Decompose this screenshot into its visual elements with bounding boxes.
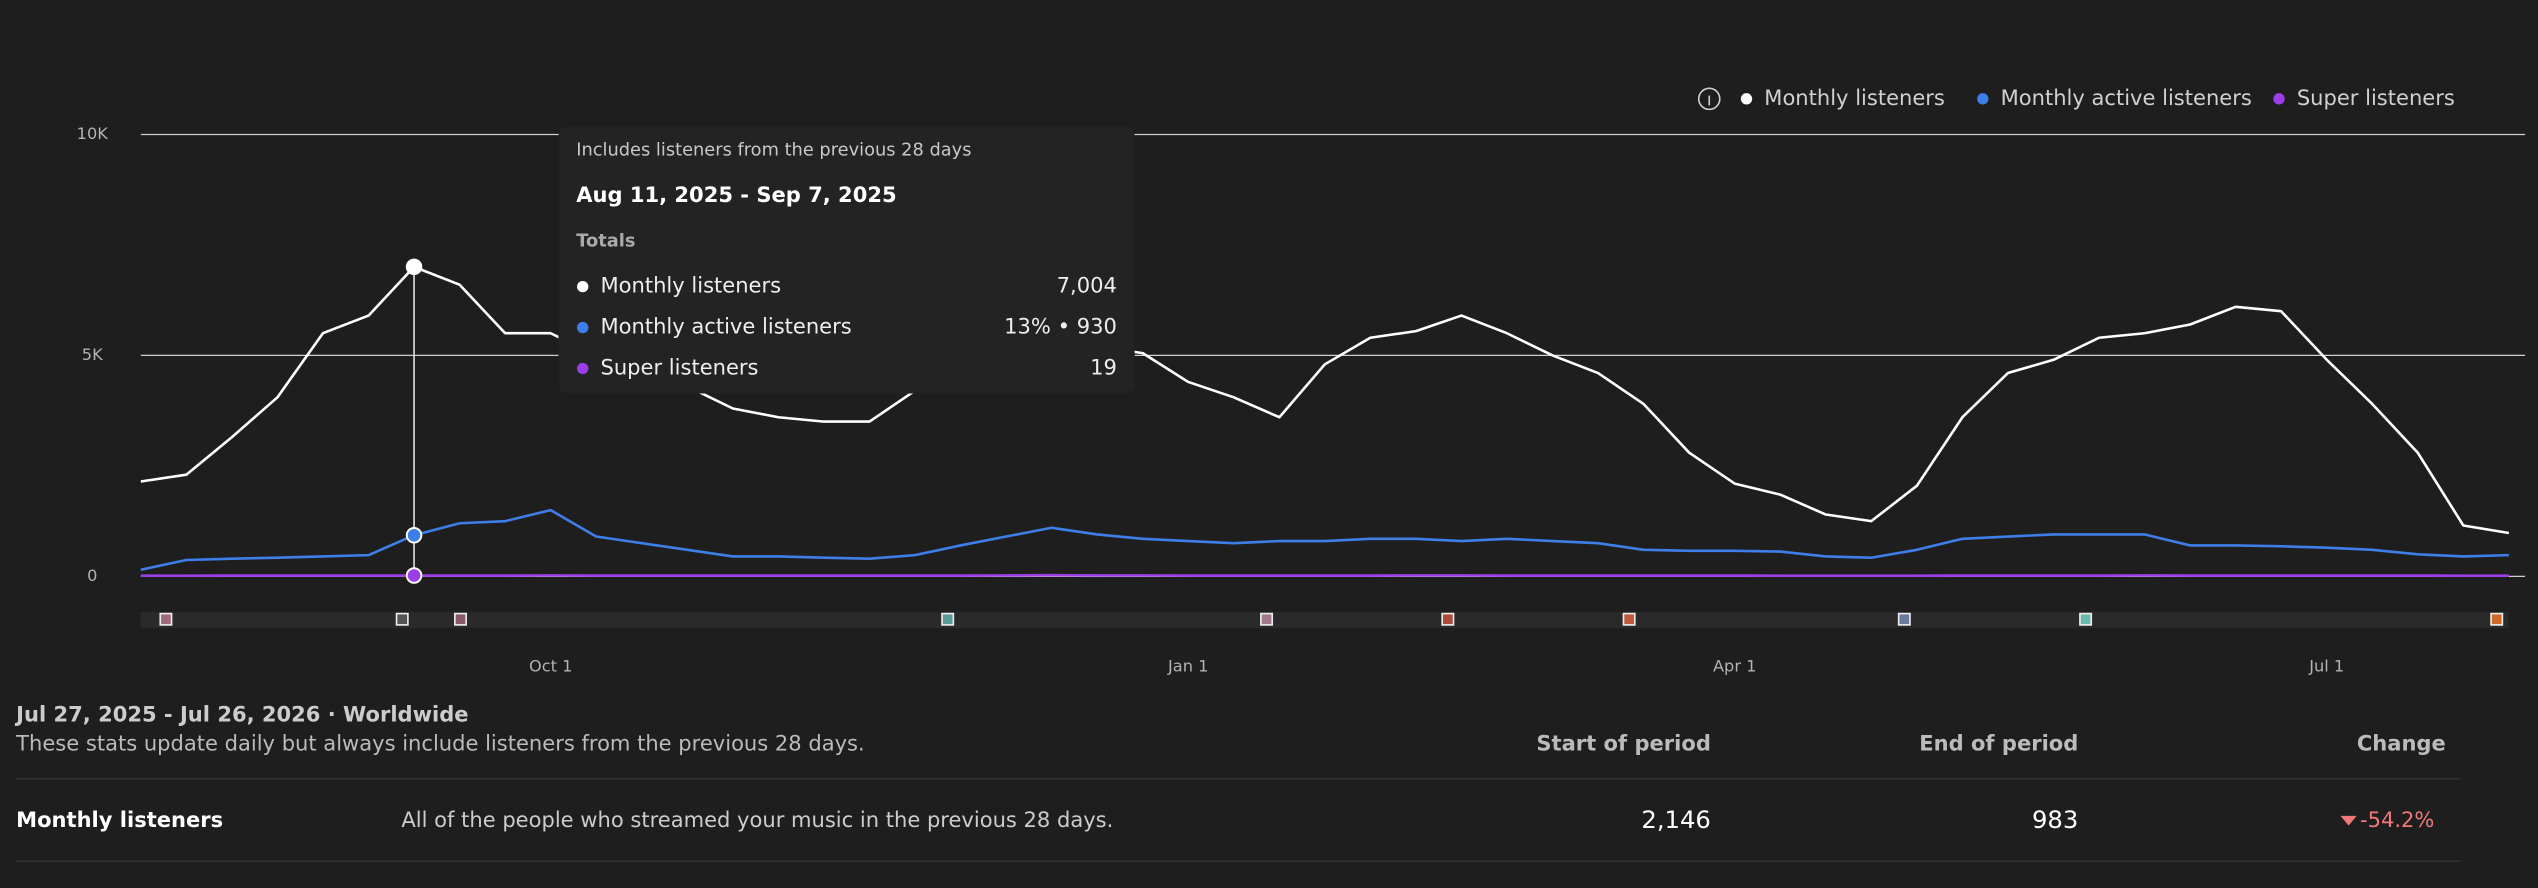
tooltip-swatch (577, 281, 588, 292)
hover-point (407, 568, 422, 583)
tooltip-box (558, 126, 1134, 393)
x-tick-label: Jan 1 (1167, 656, 1208, 675)
row-name: Monthly listeners (16, 807, 223, 832)
end-value: 983 (2032, 805, 2078, 834)
x-tick-label: Oct 1 (529, 656, 572, 675)
event-track (141, 612, 2509, 628)
legend-swatch (2273, 93, 2284, 104)
change-value: -54.2% (2360, 807, 2434, 832)
tooltip-value: 13% • 930 (1004, 314, 1117, 339)
legend-swatch (1977, 93, 1988, 104)
tooltip-swatch (577, 322, 588, 333)
event-marker[interactable] (1442, 614, 1453, 625)
legend-label: Monthly active listeners (2001, 85, 2252, 110)
tooltip-value: 7,004 (1057, 273, 1117, 298)
description: These stats update daily but always incl… (15, 731, 865, 756)
y-tick-label: 5K (82, 345, 103, 364)
tooltip-heading: Totals (576, 230, 635, 251)
event-marker[interactable] (1623, 614, 1634, 625)
tooltip-date: Aug 11, 2025 - Sep 7, 2025 (576, 182, 896, 207)
y-tick-label: 10K (77, 124, 109, 143)
row-description: All of the people who streamed your musi… (401, 807, 1113, 832)
hover-point (407, 528, 422, 543)
hover-point (407, 260, 422, 275)
tooltip-label: Monthly active listeners (601, 314, 852, 339)
period: Jul 27, 2025 - Jul 26, 2026 · Worldwide (14, 702, 468, 727)
event-marker[interactable] (2080, 614, 2091, 625)
x-tick-label: Apr 1 (1713, 656, 1756, 675)
legend-label: Super listeners (2297, 85, 2455, 110)
tooltip-label: Super listeners (601, 355, 759, 380)
tooltip: Includes listeners from the previous 28 … (558, 126, 1134, 393)
event-marker[interactable] (2491, 614, 2502, 625)
tooltip-value: 19 (1090, 355, 1117, 380)
event-marker[interactable] (160, 614, 171, 625)
column-header: Start of period (1536, 731, 1710, 756)
tooltip-swatch (577, 363, 588, 374)
column-header: Change (2357, 731, 2446, 756)
legend: Monthly listeners Monthly active listener… (1699, 85, 2455, 110)
event-marker[interactable] (1899, 614, 1910, 625)
event-marker[interactable] (942, 614, 953, 625)
legend-swatch (1741, 93, 1752, 104)
x-tick-label: Jul 1 (2308, 656, 2344, 675)
tooltip-label: Monthly listeners (601, 273, 782, 298)
y-tick-label: 0 (87, 566, 97, 585)
event-marker[interactable] (1261, 614, 1272, 625)
tooltip-note: Includes listeners from the previous 28 … (576, 140, 971, 161)
start-value: 2,146 (1641, 805, 1710, 834)
legend-label: Monthly listeners (1764, 85, 1945, 110)
event-marker[interactable] (397, 614, 408, 625)
column-header: End of period (1919, 731, 2078, 756)
event-marker[interactable] (455, 614, 466, 625)
